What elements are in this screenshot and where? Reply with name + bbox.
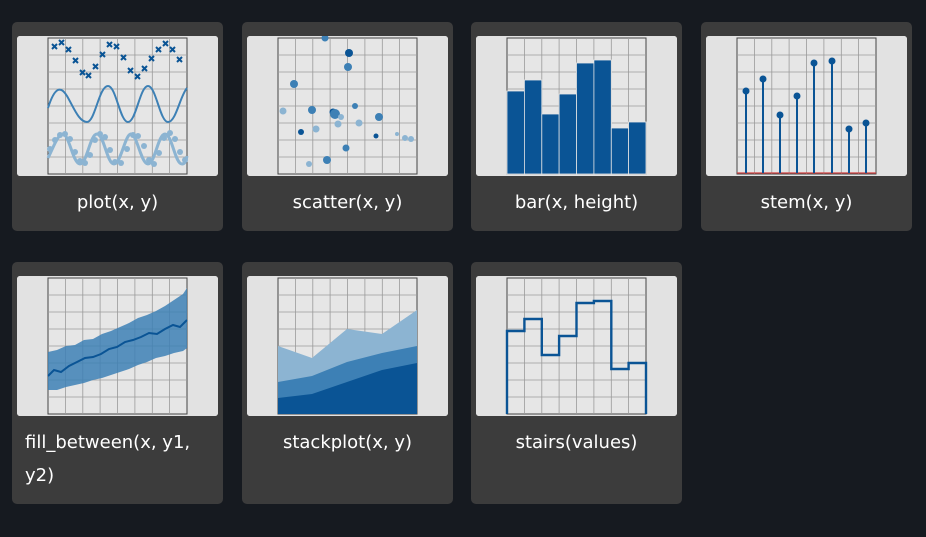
gallery-card-label: bar(x, height) <box>514 192 639 213</box>
stem-plot-thumbnail-icon <box>706 36 907 176</box>
gallery-card-stairs[interactable]: stairs(values) <box>471 262 682 504</box>
gallery-card-scatter[interactable]: scatter(x, y) <box>242 22 453 231</box>
stairs-plot-thumbnail-icon <box>476 276 677 416</box>
gallery-card-stem[interactable]: stem(x, y) <box>701 22 912 231</box>
gallery-card-label: stairs(values) <box>515 432 638 453</box>
gallery-card-label: fill_between(x, y1, y2) <box>25 432 191 486</box>
gallery-card-label: stem(x, y) <box>760 192 853 213</box>
gallery-card-bar[interactable]: bar(x, height) <box>471 22 682 231</box>
fill-between-thumbnail-icon <box>17 276 218 416</box>
bar-chart-thumbnail-icon <box>476 36 677 176</box>
scatter-plot-thumbnail-icon <box>247 36 448 176</box>
gallery-card-label: plot(x, y) <box>76 192 159 213</box>
gallery-card-stackplot[interactable]: stackplot(x, y) <box>242 262 453 504</box>
stackplot-thumbnail-icon <box>247 276 448 416</box>
gallery-card-plot[interactable]: plot(x, y) <box>12 22 223 231</box>
gallery-card-label: stackplot(x, y) <box>282 432 413 453</box>
line-plot-thumbnail-icon <box>17 36 218 176</box>
gallery-card-label: scatter(x, y) <box>292 192 403 213</box>
gallery-card-fill-between[interactable]: fill_between(x, y1, y2) <box>12 262 223 504</box>
